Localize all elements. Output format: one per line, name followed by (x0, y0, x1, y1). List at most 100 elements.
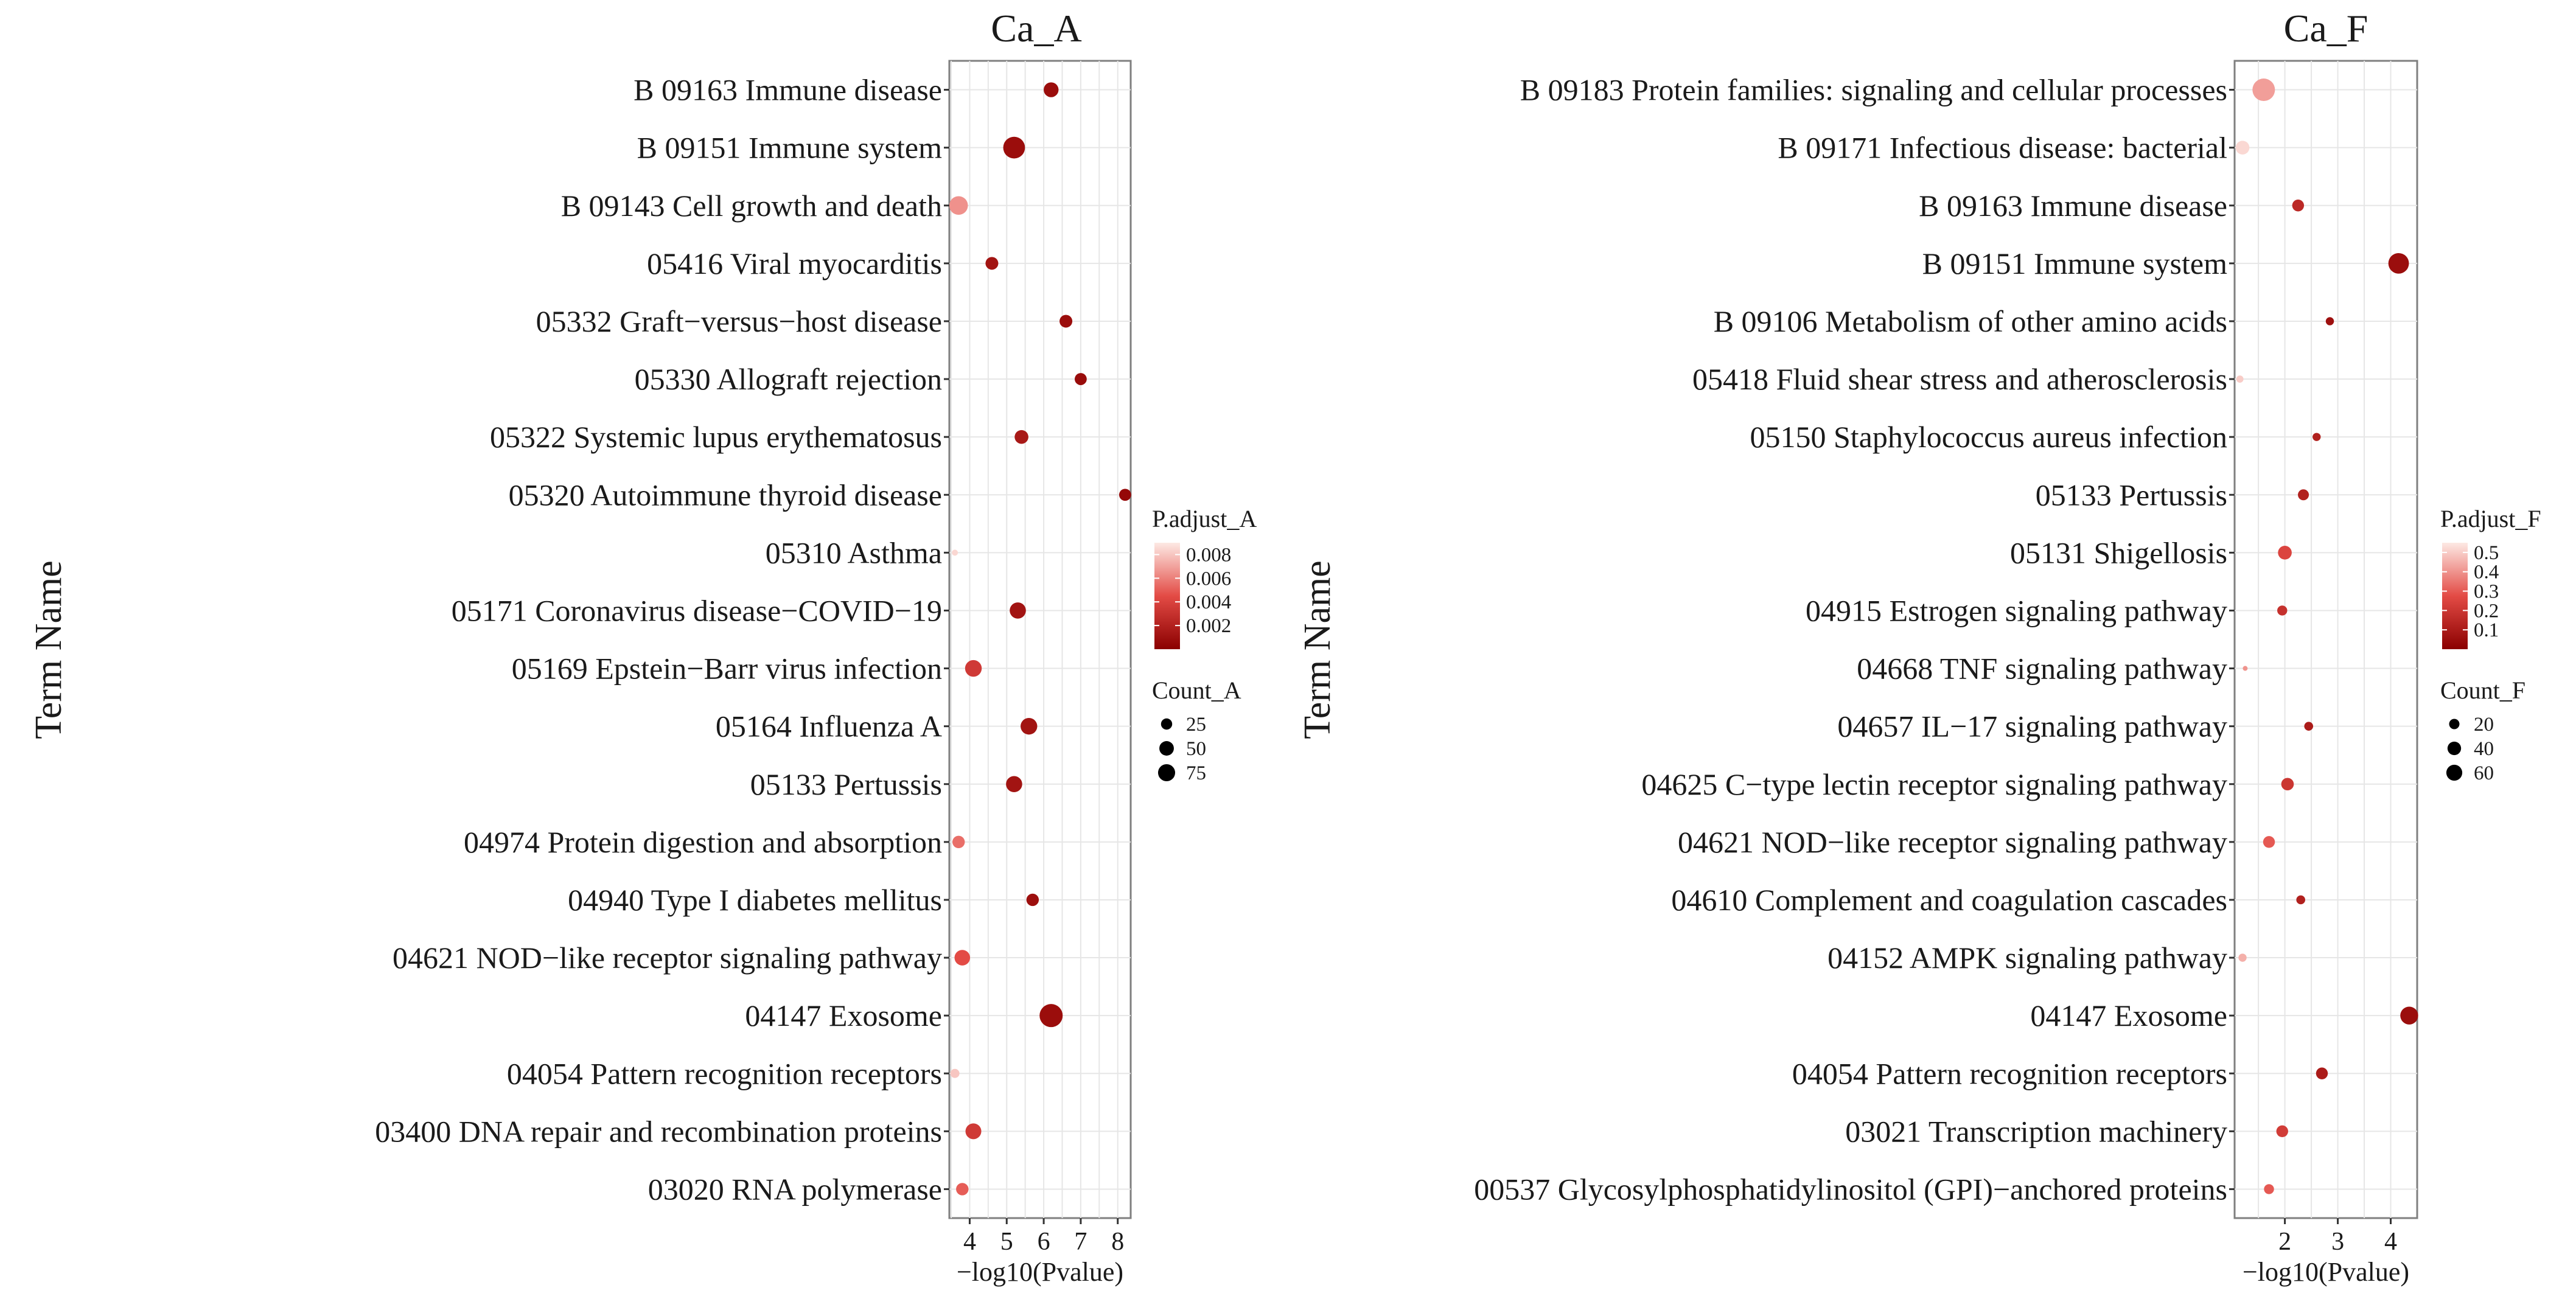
x-tick-label: 4 (963, 1228, 976, 1256)
panel-a: B 09163 Immune disease B 09151 Immune sys… (375, 60, 1132, 1287)
data-point (2312, 433, 2321, 441)
term-label: 03021 Transcription machinery (1845, 1114, 2227, 1148)
data-point (2325, 317, 2334, 326)
term-label: 05133 Pertussis (2036, 478, 2227, 512)
panel-f-x-ticks: 2 3 4 (2278, 1218, 2397, 1256)
term-label: B 09151 Immune system (1922, 246, 2227, 280)
panel-f-term-labels: B 09183 Protein families: signaling and … (1474, 73, 2235, 1206)
data-point (965, 1123, 982, 1140)
term-label: 00537 Glycosylphosphatidylinositol (GPI)… (1474, 1172, 2227, 1206)
x-tick-label: 2 (2278, 1228, 2291, 1256)
color-tick-label: 0.004 (1186, 591, 1231, 613)
panel-title-a: Ca_A (991, 7, 1081, 50)
legend-f: P.adjust_F 0.50.40.30.20.1 Count_F 20406… (2440, 505, 2541, 784)
data-point (2276, 1125, 2288, 1138)
data-point (2263, 836, 2275, 848)
data-point (985, 257, 999, 270)
size-legend-label: 25 (1186, 714, 1206, 736)
data-point (2296, 895, 2305, 905)
x-axis-title-a: −log10(Pvalue) (957, 1257, 1123, 1287)
size-legend-title-a: Count_A (1152, 677, 1241, 704)
color-tick-label: 0.008 (1186, 544, 1231, 566)
data-point (1044, 82, 1059, 97)
size-legend-label: 20 (2474, 714, 2494, 736)
term-label: 03020 RNA polymerase (648, 1172, 942, 1206)
data-point (2292, 200, 2305, 212)
term-label: 05171 Coronavirus disease−COVID−19 (452, 593, 942, 627)
size-legend-title-f: Count_F (2440, 677, 2525, 704)
term-label: 05169 Epstein−Barr virus infection (512, 652, 942, 686)
term-label: 05418 Fluid shear stress and atheroscler… (1692, 362, 2227, 396)
size-legend-label: 60 (2474, 762, 2494, 784)
size-legend-dot (2446, 764, 2463, 781)
panel-f-points (2235, 78, 2418, 1194)
term-label: 05310 Asthma (766, 535, 942, 569)
data-point (2281, 778, 2294, 791)
color-tick-label: 0.5 (2474, 542, 2499, 564)
term-label: 05131 Shigellosis (2010, 535, 2227, 569)
term-label: 04621 NOD−like receptor signaling pathwa… (1678, 825, 2227, 859)
panel-a-term-labels: B 09163 Immune disease B 09151 Immune sys… (375, 73, 949, 1206)
term-label: 04147 Exosome (2030, 998, 2227, 1033)
size-legend-label: 50 (1186, 738, 1206, 760)
term-label: 05320 Autoimmune thyroid disease (509, 478, 942, 512)
color-tick-label: 0.002 (1186, 615, 1231, 637)
color-legend-ticks-f: 0.50.40.30.20.1 (2442, 542, 2499, 641)
data-point (952, 835, 965, 849)
panel-a-grid (949, 61, 1131, 1218)
term-label: 04625 C−type lectin receptor signaling p… (1641, 767, 2227, 801)
data-point (2277, 605, 2288, 616)
y-axis-title-a: Term Name (28, 560, 69, 739)
data-point (1014, 430, 1028, 444)
size-legend-dot (1161, 718, 1173, 730)
color-bar-f (2442, 543, 2468, 649)
term-label: 05332 Graft−versus−host disease (536, 304, 942, 338)
panel-a-points (949, 82, 1131, 1196)
color-legend-title-f: P.adjust_F (2440, 505, 2541, 532)
data-point (2304, 722, 2314, 731)
term-label: 04668 TNF signaling pathway (1857, 652, 2227, 686)
data-point (949, 196, 968, 215)
term-label: 04054 Pattern recognition receptors (1792, 1056, 2227, 1090)
term-label: B 09151 Immune system (637, 131, 942, 165)
term-label: 03400 DNA repair and recombination prote… (375, 1114, 942, 1148)
term-label: B 09163 Immune disease (1919, 189, 2227, 223)
x-tick-label: 6 (1038, 1228, 1050, 1256)
data-point (1074, 373, 1087, 385)
data-point (956, 1183, 969, 1196)
panel-f-background (2233, 60, 2418, 1219)
data-point (2316, 1067, 2328, 1079)
data-point (1026, 893, 1039, 907)
color-tick-label: 0.1 (2474, 619, 2499, 641)
data-point (2278, 546, 2292, 560)
x-axis-title-f: −log10(Pvalue) (2243, 1257, 2409, 1287)
data-point (2236, 375, 2244, 383)
data-point (2252, 78, 2275, 102)
color-bar-a (1154, 543, 1180, 649)
x-tick-label: 7 (1074, 1228, 1087, 1256)
term-label: 05330 Allograft rejection (635, 362, 942, 396)
term-label: B 09183 Protein families: signaling and … (1520, 73, 2227, 107)
panel-f: B 09183 Protein families: signaling and … (1474, 60, 2418, 1287)
term-label: 05150 Staphylococcus aureus infection (1750, 420, 2227, 454)
data-point (2243, 666, 2248, 671)
data-point (1059, 315, 1073, 328)
size-legend-dot (1159, 741, 1174, 756)
x-tick-label: 4 (2384, 1228, 2397, 1256)
data-point (2400, 1006, 2418, 1025)
size-legend-dot (1157, 764, 1176, 782)
data-point (952, 549, 958, 556)
term-label: 05164 Influenza A (716, 709, 942, 744)
panel-a-background (948, 60, 1132, 1219)
y-axis-title-f: Term Name (1297, 560, 1338, 739)
color-tick-label: 0.3 (2474, 581, 2499, 603)
term-label: 04054 Pattern recognition receptors (507, 1056, 942, 1090)
data-point (950, 1068, 960, 1078)
color-tick-label: 0.2 (2474, 600, 2499, 622)
term-label: 04152 AMPK signaling pathway (1827, 941, 2227, 975)
x-tick-label: 3 (2331, 1228, 2344, 1256)
panel-f-grid (2235, 61, 2417, 1218)
